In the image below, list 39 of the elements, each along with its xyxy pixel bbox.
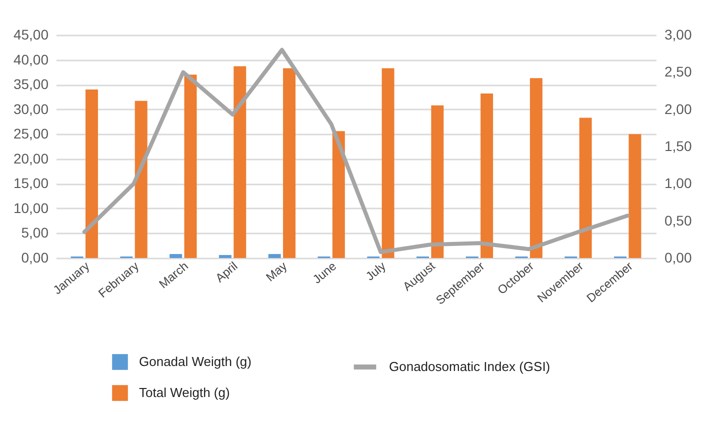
bar: [218, 255, 232, 258]
legend-label: Total Weigth (g): [139, 385, 230, 400]
bar: [85, 90, 98, 258]
y2-tick-label: 2,50: [664, 64, 692, 80]
bar: [579, 118, 592, 258]
bar: [184, 74, 197, 258]
y2-tick-label: 1,00: [664, 175, 692, 192]
legend-label: Gonadosomatic Index (GSI): [389, 359, 550, 374]
bar: [480, 93, 494, 258]
legend-label: Gonadal Weigth (g): [139, 354, 252, 369]
y-tick-label: 30,00: [13, 100, 49, 117]
y-tick-label: 35,00: [13, 76, 49, 92]
y-tick-label: 25,00: [13, 126, 49, 142]
bar: [134, 100, 148, 258]
y-tick-label: 10,00: [13, 200, 49, 216]
bar: [268, 254, 281, 258]
y2-tick-label: 1,50: [664, 138, 692, 154]
y2-tick-label: 0,50: [664, 212, 692, 228]
y-tick-label: 45,00: [13, 26, 49, 42]
y2-tick-label: 3,00: [664, 26, 692, 42]
y-tick-label: 40,00: [13, 51, 49, 68]
y2-tick-label: 0,00: [664, 250, 692, 266]
bar: [530, 78, 542, 258]
bar: [332, 131, 345, 258]
x-tick-label: June: [310, 258, 340, 286]
y-tick-label: 15,00: [13, 175, 49, 192]
y-tick-label: 5,00: [21, 224, 49, 241]
bar: [382, 68, 394, 258]
x-tick-label: July: [363, 258, 388, 284]
y-tick-label: 20,00: [13, 150, 49, 166]
y-tick-label: 0,00: [21, 250, 49, 266]
bar: [628, 134, 642, 258]
line-series: [82, 48, 630, 254]
bar: [234, 66, 246, 258]
bar: [431, 105, 444, 258]
bar: [170, 254, 182, 258]
x-tick-label: May: [263, 258, 290, 284]
y2-tick-label: 2,00: [664, 100, 692, 117]
bar: [283, 68, 296, 258]
